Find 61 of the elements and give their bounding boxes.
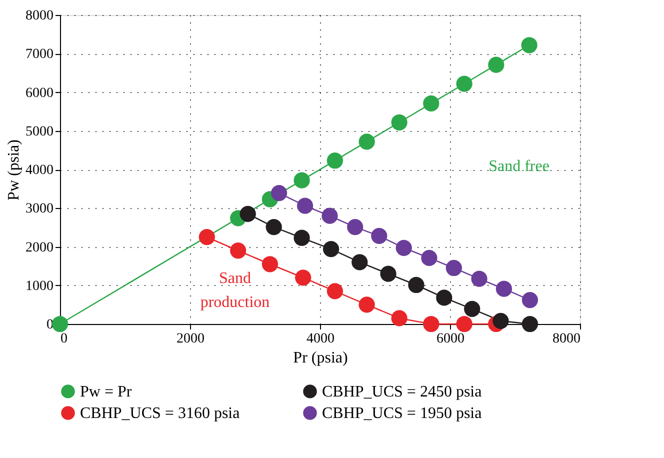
x-tick-label: 4000 [306,332,334,346]
point [522,292,538,308]
point [521,37,538,54]
point [423,95,440,112]
point [488,56,504,73]
point [423,316,440,332]
point [380,266,396,282]
x-tick-label: 6000 [436,332,464,346]
y-axis-title: Pw (psia) [6,140,22,200]
point [471,270,488,287]
point [326,283,344,300]
point [391,114,408,130]
y-tick-label: 7000 [26,47,54,62]
point [391,310,408,326]
point [294,172,310,188]
point [371,228,388,244]
x-tick-label: 2000 [176,332,204,346]
point [347,219,364,236]
point [240,206,256,222]
point [322,241,340,258]
y-tick-label: 3000 [26,202,54,217]
y-tick-label: 8000 [26,8,54,24]
point [296,198,314,214]
point [266,219,282,236]
point [446,260,462,276]
y-tick-label: 5000 [26,124,54,140]
point [198,229,215,246]
point [421,250,438,266]
point [322,208,338,224]
point [436,290,452,306]
point [294,230,310,246]
point [496,280,512,297]
point [262,256,278,272]
x-axis-title: Pr (psia) [293,350,348,366]
point [352,254,368,270]
annotation: Sand production [200,270,270,311]
point [230,242,246,259]
y-tick-label: 4000 [26,163,54,178]
point [358,296,375,313]
point [52,316,68,332]
legend-label: CBHP_UCS = 3160 psia [80,405,240,422]
point [326,152,344,169]
x-tick-label: 8000 [552,332,580,346]
point [295,270,312,286]
point [456,316,472,332]
annotation: Sand free [488,158,550,175]
point [464,300,480,317]
point [270,185,288,202]
point [396,240,412,256]
point [358,134,375,150]
x-tick-label: 0 [60,332,68,346]
y-tick-label: 1000 [26,278,54,294]
point [408,276,424,294]
legend-label: CBHP_UCS = 1950 psia [322,405,482,422]
point [492,312,509,329]
legend-label: Pw = Pr [80,383,132,400]
legend-label: CBHP_UCS = 2450 psia [322,383,482,400]
point [456,76,472,92]
point [522,316,538,332]
y-tick-label: 2000 [26,240,54,256]
y-tick-label: 6000 [26,86,54,101]
